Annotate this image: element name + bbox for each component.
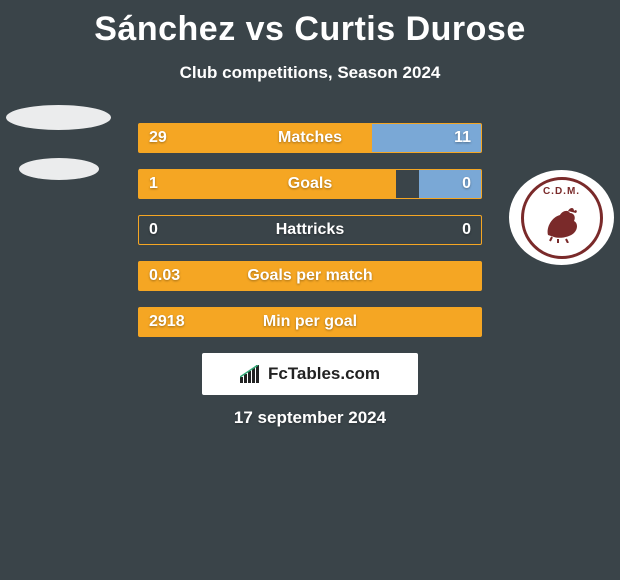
date-label: 17 september 2024 <box>0 408 620 428</box>
page-subtitle: Club competitions, Season 2024 <box>0 63 620 83</box>
bar-chart-icon <box>240 365 262 383</box>
club-badge: C.D.M. <box>521 177 603 259</box>
stat-value-right: 0 <box>462 216 471 244</box>
stat-value-left: 29 <box>149 124 167 152</box>
fctables-logo: FcTables.com <box>202 353 418 395</box>
rooster-icon <box>540 203 584 243</box>
avatar-player-right: C.D.M. <box>509 170 614 265</box>
fctables-logo-text: FcTables.com <box>268 364 380 384</box>
stat-fill-right <box>419 170 481 198</box>
avatar-player-left <box>6 95 111 190</box>
stat-value-left: 1 <box>149 170 158 198</box>
stat-fill-left <box>139 124 372 152</box>
stat-row: 0 0Hattricks <box>138 215 482 245</box>
stat-fill-left <box>139 308 481 336</box>
stat-value-left: 2918 <box>149 308 185 336</box>
stat-value-right: 0 <box>462 170 471 198</box>
stat-value-left: 0.03 <box>149 262 180 290</box>
stat-value-right: 11 <box>454 124 471 152</box>
stats-rows: 2911Matches10Goals00Hattricks0.03Goals p… <box>138 123 482 353</box>
stat-row: 2911Matches <box>138 123 482 153</box>
stat-row: 0.03Goals per match <box>138 261 482 291</box>
club-badge-label: C.D.M. <box>524 186 600 197</box>
avatar-placeholder-shape <box>19 158 99 180</box>
stat-fill-left <box>139 262 481 290</box>
stat-value-left: 0 <box>149 216 158 244</box>
stat-row: 2918Min per goal <box>138 307 482 337</box>
avatar-placeholder-shape <box>6 105 111 130</box>
page-title: Sánchez vs Curtis Durose <box>0 0 620 49</box>
stat-row: 10Goals <box>138 169 482 199</box>
stat-label: Hattricks <box>139 216 481 244</box>
stat-fill-left <box>139 170 396 198</box>
